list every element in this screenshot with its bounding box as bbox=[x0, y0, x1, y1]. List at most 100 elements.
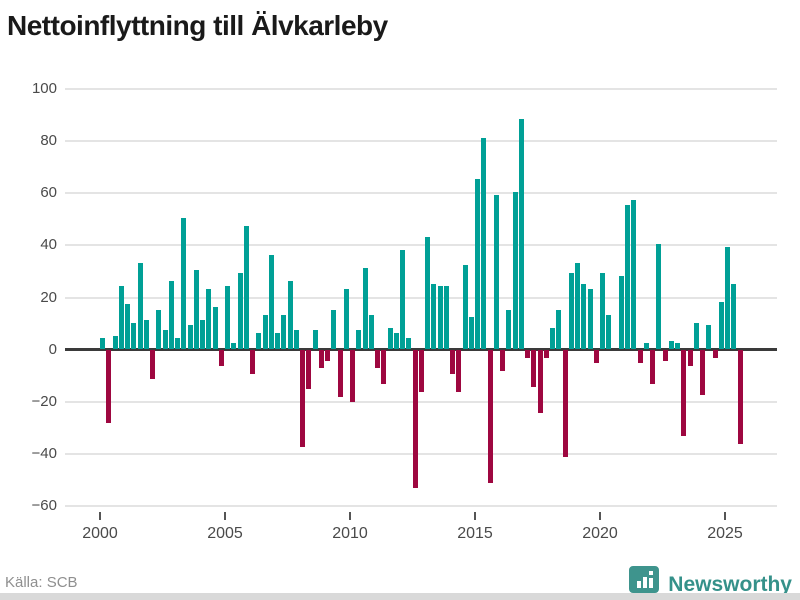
x-axis-label: 2010 bbox=[332, 525, 368, 543]
bar bbox=[706, 325, 712, 349]
bar bbox=[143, 320, 149, 349]
bar bbox=[668, 340, 674, 349]
x-axis-label: 2025 bbox=[707, 525, 743, 543]
bar bbox=[593, 350, 599, 364]
x-axis-tick bbox=[99, 512, 101, 521]
bar bbox=[156, 309, 162, 349]
y-axis-label: 40 bbox=[40, 236, 57, 254]
bar bbox=[600, 273, 605, 349]
bar bbox=[418, 350, 424, 392]
bar bbox=[231, 343, 237, 349]
bar bbox=[175, 338, 180, 349]
bar bbox=[237, 273, 243, 349]
bar bbox=[643, 343, 649, 349]
bar bbox=[406, 338, 412, 349]
bar bbox=[225, 286, 230, 349]
bar bbox=[250, 350, 255, 374]
bar bbox=[343, 288, 349, 349]
bar bbox=[187, 325, 193, 349]
bar bbox=[350, 350, 355, 403]
y-axis-label: −40 bbox=[31, 444, 57, 462]
bar bbox=[606, 314, 612, 349]
bar bbox=[525, 350, 530, 359]
bar bbox=[531, 350, 537, 387]
gridline bbox=[65, 192, 777, 195]
bar bbox=[131, 322, 137, 349]
bar bbox=[575, 262, 580, 349]
bar bbox=[562, 350, 568, 458]
bar bbox=[700, 350, 705, 395]
bar bbox=[275, 333, 280, 349]
bar bbox=[393, 333, 399, 349]
bar bbox=[200, 320, 205, 349]
bar bbox=[518, 119, 524, 349]
y-axis-label: 80 bbox=[40, 132, 57, 150]
bar bbox=[543, 350, 549, 359]
zero-line bbox=[65, 347, 777, 351]
bar bbox=[268, 254, 274, 349]
bar bbox=[487, 350, 493, 484]
bar bbox=[293, 330, 299, 349]
bottom-strip bbox=[0, 593, 800, 600]
bar bbox=[737, 350, 743, 445]
bar bbox=[212, 306, 218, 349]
newsworthy-wordmark: Newsworthy bbox=[668, 573, 792, 596]
bar bbox=[362, 267, 368, 349]
bar bbox=[631, 200, 637, 349]
bar bbox=[512, 192, 518, 349]
bar bbox=[375, 350, 380, 369]
bar bbox=[481, 137, 487, 349]
bar bbox=[625, 205, 630, 349]
bar bbox=[450, 350, 455, 374]
newsworthy-logo[interactable]: Newsworthy bbox=[629, 565, 792, 600]
bar bbox=[662, 350, 668, 361]
bar bbox=[681, 350, 687, 437]
y-axis-label: 100 bbox=[31, 80, 57, 97]
x-axis-tick bbox=[349, 512, 351, 521]
gridline bbox=[65, 140, 777, 143]
bar bbox=[581, 283, 587, 349]
bar bbox=[318, 350, 324, 369]
bar bbox=[281, 314, 287, 349]
bar bbox=[162, 330, 168, 349]
bar bbox=[731, 283, 737, 349]
bar bbox=[381, 350, 387, 385]
bar bbox=[287, 280, 293, 349]
bar bbox=[256, 333, 262, 349]
bar bbox=[193, 270, 199, 349]
bar bbox=[337, 350, 343, 398]
bar bbox=[325, 350, 330, 361]
y-axis-label: 60 bbox=[40, 184, 57, 202]
bar bbox=[425, 236, 430, 349]
bar bbox=[387, 327, 393, 349]
bar bbox=[550, 327, 555, 349]
bar bbox=[150, 350, 155, 379]
bar bbox=[618, 275, 624, 349]
bar bbox=[587, 288, 593, 349]
bar bbox=[556, 309, 562, 349]
bar bbox=[568, 273, 574, 349]
bar bbox=[675, 343, 680, 349]
x-axis-tick bbox=[724, 512, 726, 521]
chart-title: Nettoinflyttning till Älvkarleby bbox=[7, 10, 388, 41]
bar bbox=[218, 350, 224, 366]
gridline bbox=[65, 296, 777, 299]
x-axis-tick bbox=[599, 512, 601, 521]
bar bbox=[537, 350, 543, 413]
bar bbox=[100, 338, 105, 349]
x-axis-label: 2020 bbox=[582, 525, 618, 543]
bar bbox=[118, 286, 124, 349]
y-axis-label: −20 bbox=[31, 392, 57, 410]
bar bbox=[181, 218, 187, 349]
bar bbox=[650, 350, 655, 385]
bar bbox=[243, 226, 249, 349]
bar bbox=[106, 350, 112, 424]
bar bbox=[168, 280, 174, 349]
bar bbox=[637, 350, 643, 364]
bar bbox=[712, 350, 718, 359]
x-axis-tick bbox=[224, 512, 226, 521]
bar bbox=[331, 309, 337, 349]
bar bbox=[306, 350, 312, 390]
